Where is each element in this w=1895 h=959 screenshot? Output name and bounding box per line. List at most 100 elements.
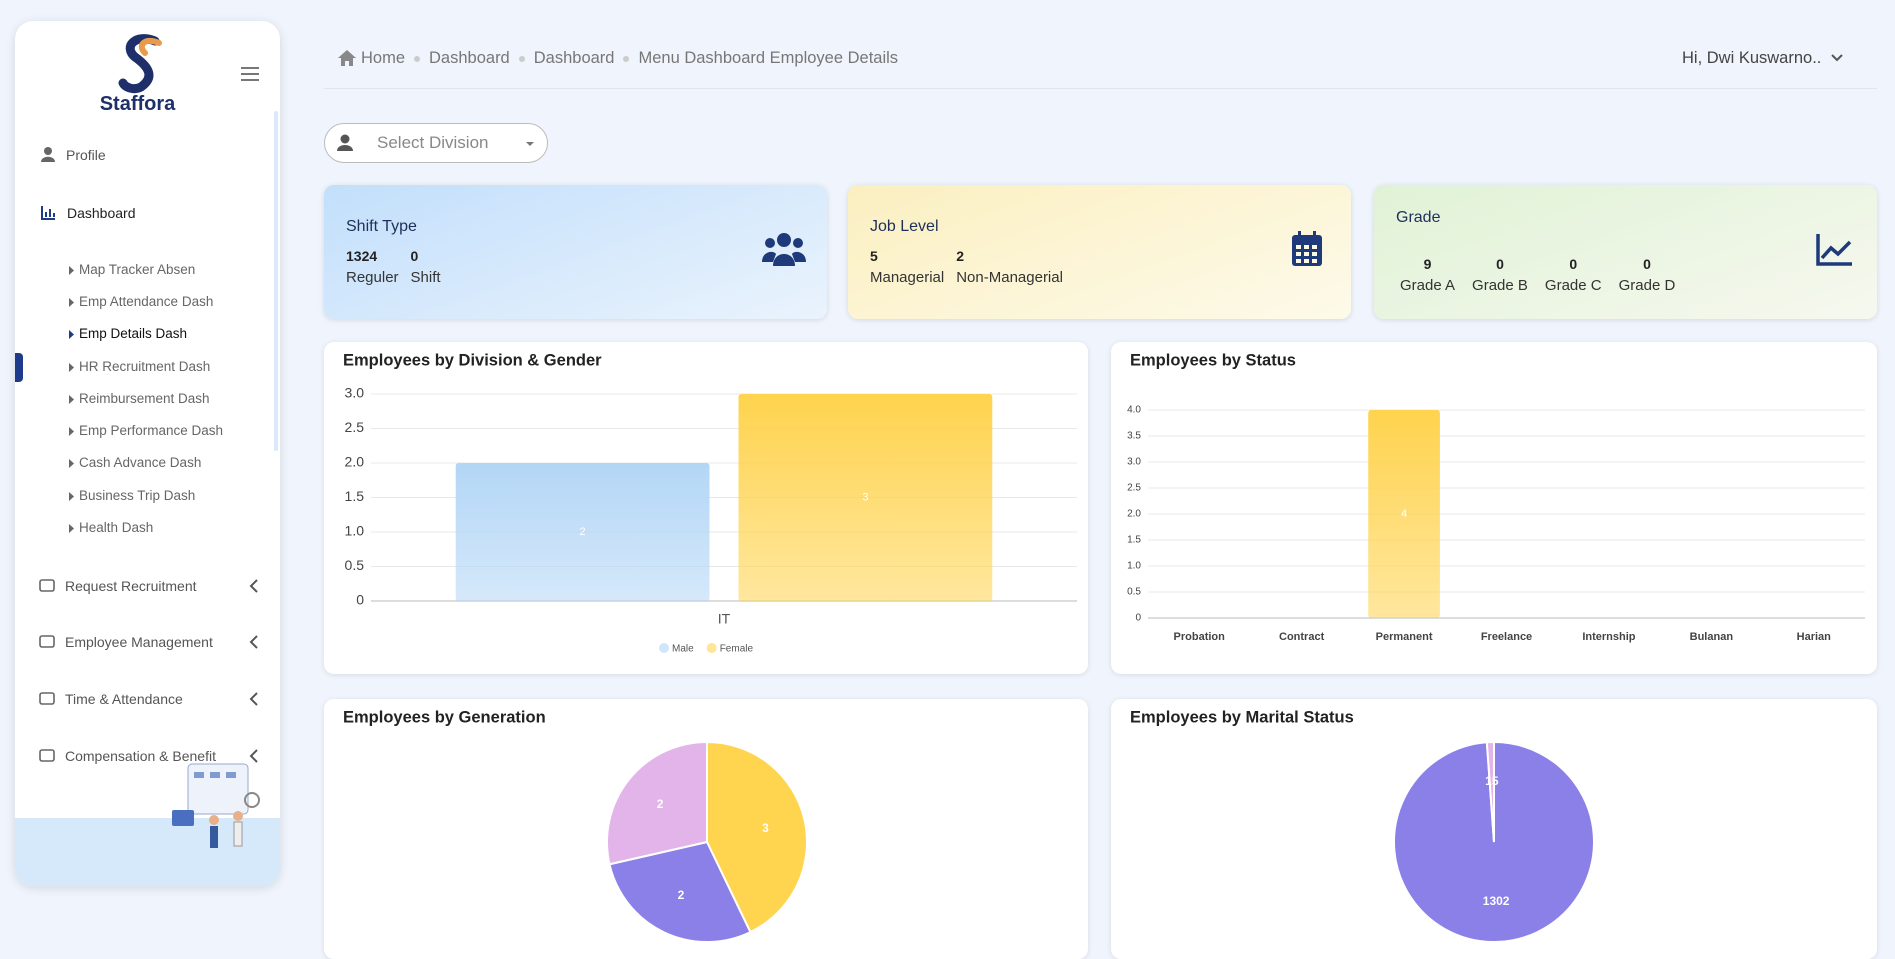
- icon-shape: [1312, 245, 1317, 249]
- card-label: Grade C: [1544, 277, 1602, 294]
- user-chevron[interactable]: [1830, 53, 1844, 63]
- submenu-item[interactable]: Emp Attendance Dash: [79, 294, 214, 309]
- icon-shape: [1312, 259, 1317, 263]
- arrow-shape: [69, 395, 74, 404]
- legend-label: Female: [720, 644, 754, 655]
- icon-shape: [39, 635, 55, 648]
- submenu-arrow: [69, 363, 74, 372]
- icon-shape: [39, 579, 55, 592]
- breadcrumb-dot: [623, 55, 630, 62]
- menu-group[interactable]: Compensation & Benefit: [65, 748, 216, 764]
- x-tick-label: Harian: [1797, 631, 1832, 643]
- menu-group[interactable]: Time & Attendance: [65, 691, 183, 707]
- submenu-item[interactable]: Emp Details Dash: [79, 326, 188, 341]
- y-tick-label: 3.0: [345, 385, 365, 401]
- illustration: [172, 763, 260, 848]
- group-chevron[interactable]: [249, 635, 259, 649]
- submenu-item[interactable]: Health Dash: [79, 520, 154, 535]
- menu-toggle[interactable]: [241, 66, 259, 82]
- submenu-arrow: [69, 427, 74, 436]
- icon-shape: [1296, 259, 1301, 263]
- chart-title: Employees by Status: [1130, 351, 1296, 369]
- card-items: 9 Grade A 0 Grade B 0 Grade C 0 Grade D: [1400, 256, 1675, 294]
- y-tick-label: 2.5: [345, 419, 365, 435]
- menu-item[interactable]: Dashboard: [67, 205, 136, 221]
- arrow-shape: [69, 524, 74, 533]
- card-title: Grade: [1396, 209, 1441, 226]
- select-icon: [337, 134, 353, 151]
- submenu-item[interactable]: Business Trip Dash: [79, 488, 196, 503]
- icon-shape: [1296, 245, 1301, 249]
- menu-group[interactable]: Employee Management: [65, 634, 213, 650]
- card-value: 0: [410, 248, 419, 264]
- card-value: 0: [1643, 256, 1651, 272]
- breadcrumb-item[interactable]: Menu Dashboard Employee Details: [638, 49, 899, 67]
- card-value: 2: [956, 248, 965, 264]
- chevron-shape: [249, 749, 258, 763]
- submenu-arrow: [69, 492, 74, 501]
- card-item: 0 Shift: [411, 248, 441, 286]
- icon-shape: [765, 238, 775, 248]
- card-value: 1324: [346, 248, 378, 264]
- card-icon: [762, 233, 806, 266]
- breadcrumb: Home Dashboard Dashboard Menu Dashboard Emp…: [361, 49, 898, 68]
- y-tick-label: 0: [356, 592, 364, 608]
- chart-panel: Employees by Generation 3 2 2: [324, 699, 1088, 959]
- legend-marker: [659, 643, 669, 653]
- brand: Staffora: [99, 93, 176, 115]
- icon-shape: [1312, 252, 1317, 256]
- breadcrumb-item[interactable]: Home: [361, 49, 406, 67]
- arrow-shape: [69, 298, 74, 307]
- slice-label: 3: [762, 821, 769, 835]
- select-placeholder: Select Division: [377, 133, 489, 152]
- chart: Employees by Marital Status 1302 15: [1130, 708, 1595, 943]
- group-chevron[interactable]: [249, 749, 259, 763]
- legend-label: Male: [672, 644, 694, 655]
- breadcrumb-dot: [414, 55, 421, 62]
- icon-shape: [1296, 252, 1301, 256]
- y-tick-label: 1.0: [345, 523, 365, 539]
- division-select[interactable]: Select Division: [324, 123, 548, 163]
- card-icon: [1292, 231, 1322, 266]
- bar: [455, 463, 710, 601]
- icon-shape: [1304, 245, 1309, 249]
- select-caret: [526, 142, 534, 146]
- icon-shape: [1292, 235, 1322, 266]
- card-title: Job Level: [870, 218, 939, 235]
- x-tick-label: IT: [718, 611, 731, 627]
- group-chevron[interactable]: [249, 579, 259, 593]
- y-tick-label: 0: [1135, 613, 1141, 624]
- active-indicator: [15, 353, 23, 382]
- submenu-item[interactable]: HR Recruitment Dash: [79, 359, 211, 374]
- icon-shape: [1298, 231, 1301, 238]
- y-tick-label: 2.0: [345, 454, 365, 470]
- breadcrumb-item[interactable]: Dashboard: [429, 49, 510, 67]
- card-value: 9: [1423, 256, 1432, 272]
- chart-panel: Employees by Marital Status 1302 15: [1111, 699, 1877, 959]
- menu-group[interactable]: Request Recruitment: [65, 578, 197, 594]
- submenu-item[interactable]: Map Tracker Absen: [79, 262, 196, 277]
- submenu-item[interactable]: Reimbursement Dash: [79, 391, 210, 406]
- card-label: Managerial: [870, 269, 945, 286]
- arrow-shape: [69, 492, 74, 501]
- submenu-item[interactable]: Cash Advance Dash: [79, 455, 202, 470]
- arrow-shape: [69, 330, 74, 339]
- chart-panel: Employees by Status 0 0.5 1.0 1.5 2.0 2.5 3.0 3.…: [1111, 342, 1877, 674]
- pie-slice: [606, 740, 708, 866]
- x-tick-label: Bulanan: [1690, 631, 1734, 643]
- group-chevron[interactable]: [249, 692, 259, 706]
- slice-label: 15: [1485, 774, 1499, 788]
- card-value: 5: [870, 248, 878, 264]
- breadcrumb-item[interactable]: Dashboard: [533, 49, 615, 67]
- user-menu[interactable]: Hi, Dwi Kuswarno..: [1682, 49, 1822, 67]
- menu-item[interactable]: Profile: [66, 147, 106, 163]
- card-label: Grade A: [1400, 277, 1456, 294]
- y-tick-label: 1.5: [345, 488, 365, 504]
- pie-slice: [1485, 740, 1495, 843]
- group-icon: [39, 635, 55, 648]
- submenu-item[interactable]: Emp Performance Dash: [79, 423, 224, 438]
- dashboard-icon: [41, 206, 55, 220]
- summary-card: Job Level 5 Managerial 2 Non-Managerial: [848, 185, 1351, 319]
- group-icon: [39, 579, 55, 592]
- submenu-arrow: [69, 459, 74, 468]
